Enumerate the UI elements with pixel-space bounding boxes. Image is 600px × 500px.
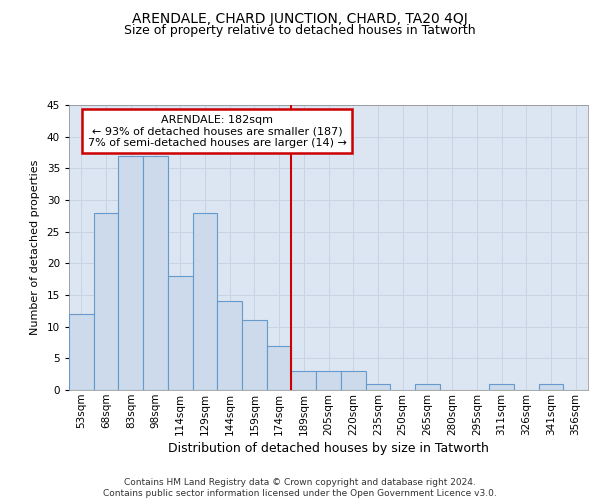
Bar xyxy=(193,212,217,390)
Bar xyxy=(242,320,267,390)
Bar xyxy=(69,314,94,390)
Bar xyxy=(292,371,316,390)
Bar xyxy=(316,371,341,390)
Bar xyxy=(365,384,390,390)
X-axis label: Distribution of detached houses by size in Tatworth: Distribution of detached houses by size … xyxy=(168,442,489,455)
Bar xyxy=(489,384,514,390)
Bar xyxy=(267,346,292,390)
Bar xyxy=(143,156,168,390)
Bar xyxy=(341,371,365,390)
Y-axis label: Number of detached properties: Number of detached properties xyxy=(30,160,40,335)
Text: ARENDALE, CHARD JUNCTION, CHARD, TA20 4QJ: ARENDALE, CHARD JUNCTION, CHARD, TA20 4Q… xyxy=(132,12,468,26)
Bar xyxy=(539,384,563,390)
Bar xyxy=(415,384,440,390)
Bar xyxy=(217,302,242,390)
Bar xyxy=(118,156,143,390)
Bar xyxy=(168,276,193,390)
Text: Contains HM Land Registry data © Crown copyright and database right 2024.
Contai: Contains HM Land Registry data © Crown c… xyxy=(103,478,497,498)
Bar xyxy=(94,212,118,390)
Text: Size of property relative to detached houses in Tatworth: Size of property relative to detached ho… xyxy=(124,24,476,37)
Text: ARENDALE: 182sqm
← 93% of detached houses are smaller (187)
7% of semi-detached : ARENDALE: 182sqm ← 93% of detached house… xyxy=(88,114,347,148)
